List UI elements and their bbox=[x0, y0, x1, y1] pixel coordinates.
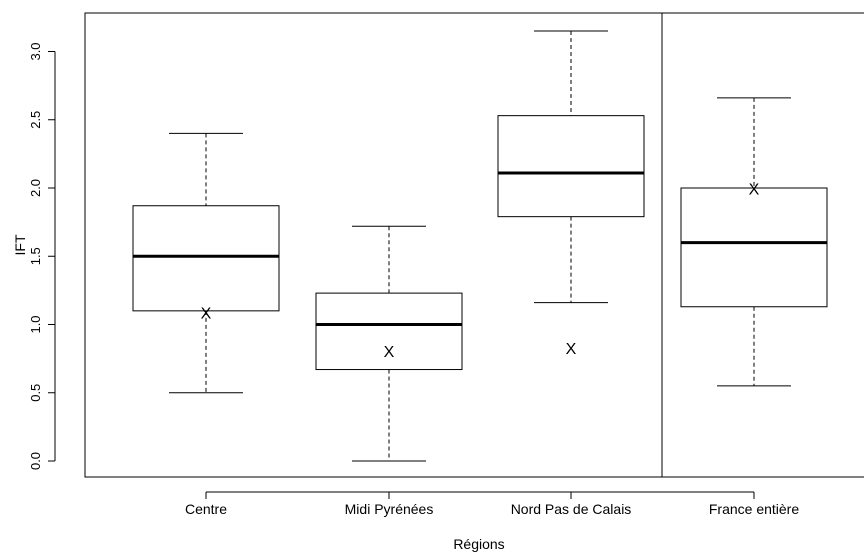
x-tick-label: Midi Pyrénées bbox=[345, 501, 434, 517]
y-axis-label: IFT bbox=[12, 234, 28, 255]
x-axis-label: Régions bbox=[453, 536, 504, 552]
mean-marker: X bbox=[749, 181, 760, 198]
box-group: X bbox=[680, 97, 828, 387]
y-tick-label: 1.5 bbox=[28, 247, 43, 265]
y-tick-label: 0.5 bbox=[28, 384, 43, 402]
iqr-box bbox=[680, 187, 828, 308]
x-axis-ticks: Centre Midi Pyrénées Nord Pas de Calais Fra… bbox=[185, 492, 799, 517]
mean-marker: X bbox=[566, 341, 577, 358]
mean-marker: X bbox=[201, 306, 212, 323]
box-group: X bbox=[132, 132, 280, 394]
iqr-box bbox=[132, 205, 280, 312]
y-tick-label: 2.0 bbox=[28, 179, 43, 197]
y-axis-ticks: 0.0 0.5 1.0 1.5 2.0 2.5 3.0 bbox=[28, 42, 55, 470]
mean-marker: X bbox=[384, 344, 395, 361]
x-tick-label: France entière bbox=[709, 501, 799, 517]
box-group: X bbox=[315, 225, 463, 462]
y-tick-label: 3.0 bbox=[28, 42, 43, 60]
x-tick-label: Nord Pas de Calais bbox=[511, 501, 632, 517]
boxes-group: X X X X bbox=[132, 30, 828, 462]
y-tick-label: 1.0 bbox=[28, 315, 43, 333]
plot-frame bbox=[84, 12, 864, 478]
box-group: X bbox=[497, 30, 645, 358]
y-tick-label: 0.0 bbox=[28, 452, 43, 470]
y-tick-label: 2.5 bbox=[28, 111, 43, 129]
iqr-box bbox=[497, 115, 645, 218]
x-tick-label: Centre bbox=[185, 501, 227, 517]
iqr-box bbox=[315, 292, 463, 371]
